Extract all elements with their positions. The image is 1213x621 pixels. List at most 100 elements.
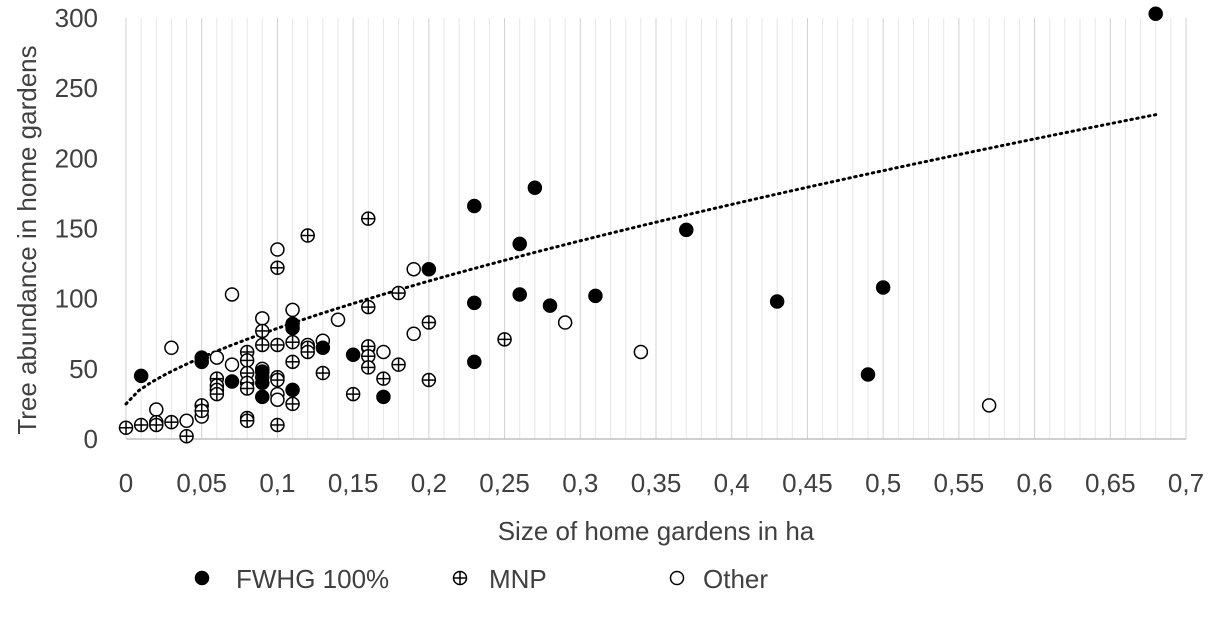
data-point	[224, 374, 240, 389]
data-point	[588, 288, 603, 304]
data-point	[860, 367, 876, 382]
data-point	[315, 365, 331, 381]
data-point	[679, 222, 694, 238]
data-point	[224, 287, 240, 302]
data-point	[769, 294, 785, 309]
data-point	[133, 417, 149, 433]
data-point	[285, 354, 300, 370]
legend: FWHG 100% MNP Other	[194, 564, 768, 594]
data-point	[179, 413, 194, 429]
x-tick-label: 0,3	[562, 468, 598, 498]
x-tick-label: 0,65	[1085, 468, 1136, 498]
y-tick-labels: 0 50 100 150 200 250 300	[55, 3, 98, 454]
data-point	[149, 417, 164, 433]
x-tick-label: 0,35	[631, 468, 682, 498]
data-point	[981, 398, 997, 413]
data-point	[512, 287, 527, 302]
data-point	[406, 261, 421, 277]
y-tick-label: 0	[84, 424, 98, 454]
data-point	[542, 298, 558, 313]
data-point	[376, 344, 391, 360]
data-point	[512, 236, 527, 252]
data-point	[875, 280, 891, 295]
data-point	[421, 372, 437, 388]
x-tick-label: 0	[119, 468, 133, 498]
data-point	[285, 320, 300, 336]
legend-marker	[452, 570, 468, 586]
legend-label: Other	[703, 564, 768, 594]
data-point	[361, 360, 376, 375]
x-tick-label: 0,55	[934, 468, 985, 498]
data-point	[361, 211, 376, 226]
y-tick-label: 300	[55, 3, 98, 33]
data-point	[164, 414, 179, 430]
y-axis-title: Tree abundance in home gardens	[12, 45, 42, 434]
data-point	[421, 315, 437, 330]
data-point	[179, 428, 194, 444]
data-point	[285, 334, 300, 350]
data-point	[149, 402, 164, 417]
data-point	[255, 323, 270, 339]
data-point	[255, 311, 270, 326]
data-point	[300, 344, 315, 360]
data-point	[361, 299, 376, 315]
data-point	[300, 228, 315, 243]
data-point	[194, 403, 209, 419]
x-tick-labels: 0 0,05 0,1 0,15 0,2 0,25 0,3 0,35 0,4 0,45 0,5 0,55…	[119, 468, 1204, 498]
data-point	[467, 354, 482, 370]
data-point	[376, 371, 391, 386]
y-tick-label: 100	[55, 284, 98, 314]
y-tick-label: 150	[55, 214, 98, 244]
data-point	[133, 368, 149, 384]
data-points	[118, 6, 1163, 444]
data-point	[194, 354, 209, 370]
data-point	[224, 357, 240, 372]
data-point	[270, 260, 285, 276]
data-point	[255, 375, 270, 391]
x-tick-label: 0,7	[1168, 468, 1204, 498]
data-point	[164, 340, 179, 356]
data-point	[421, 261, 437, 277]
legend-label: MNP	[489, 564, 547, 594]
data-point	[1148, 6, 1163, 22]
data-point	[239, 353, 255, 368]
data-point	[270, 242, 285, 257]
data-point	[330, 312, 346, 327]
y-tick-label: 200	[55, 143, 98, 173]
data-point	[255, 389, 270, 405]
vertical-gridlines	[125, 18, 1187, 439]
data-point	[209, 350, 225, 365]
data-point	[467, 295, 482, 311]
data-point	[239, 381, 255, 396]
data-point	[285, 302, 300, 318]
data-point	[391, 357, 406, 372]
data-point	[270, 417, 285, 433]
data-point	[376, 389, 391, 405]
x-tick-label: 0,25	[479, 468, 530, 498]
x-axis-title: Size of home gardens in ha	[498, 516, 815, 546]
data-point	[285, 382, 300, 398]
data-point	[406, 326, 421, 341]
x-tick-label: 0,5	[865, 468, 901, 498]
data-point	[209, 386, 225, 402]
data-point	[497, 332, 512, 347]
x-tick-label: 0,45	[782, 468, 833, 498]
data-point	[345, 347, 361, 363]
data-point	[270, 372, 285, 388]
legend-label: FWHG 100%	[236, 564, 389, 594]
x-tick-label: 0,05	[176, 468, 227, 498]
data-point	[557, 315, 573, 330]
legend-marker	[194, 570, 210, 586]
data-point	[285, 396, 300, 412]
data-point	[255, 337, 270, 353]
x-tick-label: 0,1	[259, 468, 295, 498]
data-point	[345, 386, 361, 402]
data-point	[361, 339, 376, 354]
data-point	[633, 344, 649, 360]
x-tick-label: 0,15	[328, 468, 379, 498]
data-point	[391, 285, 406, 301]
data-point	[315, 340, 331, 356]
y-tick-label: 50	[69, 354, 98, 384]
y-tick-label: 250	[55, 73, 98, 103]
